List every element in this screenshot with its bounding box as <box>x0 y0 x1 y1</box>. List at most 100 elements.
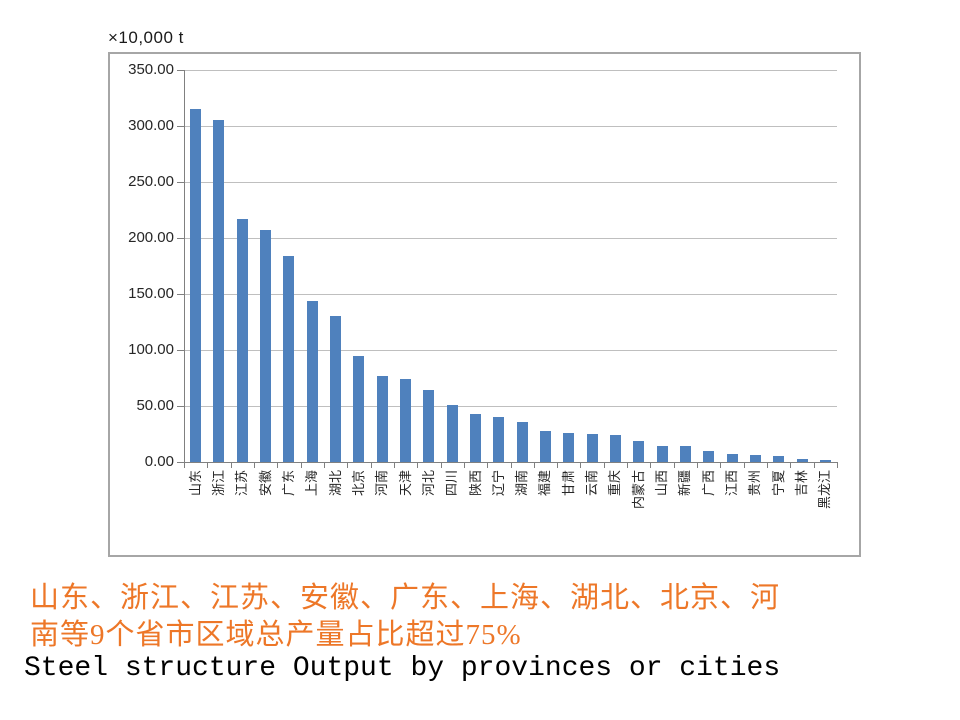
x-axis-tick <box>813 463 815 468</box>
y-tick-label: 100.00 <box>128 341 174 358</box>
x-category-label: 吉林 <box>794 470 810 497</box>
x-axis-tick <box>697 463 699 468</box>
x-category-label: 山东 <box>187 470 203 497</box>
x-category-label: 黑龙江 <box>817 470 833 510</box>
x-axis-tick <box>300 463 302 468</box>
x-category-label: 广东 <box>280 470 296 497</box>
y-tick-label: 200.00 <box>128 229 174 246</box>
y-tick-label: 350.00 <box>128 61 174 78</box>
y-tick-label: 50.00 <box>136 397 174 414</box>
bar <box>656 446 668 462</box>
x-category-label: 广西 <box>700 470 716 497</box>
bar <box>726 454 738 462</box>
x-category-label: 湖北 <box>327 470 343 497</box>
y-tick-label: 150.00 <box>128 285 174 302</box>
x-axis-tick <box>650 463 652 468</box>
x-axis-tick <box>627 463 629 468</box>
x-axis-tick <box>673 463 675 468</box>
x-axis-tick <box>230 463 232 468</box>
bar <box>679 446 691 462</box>
x-category-label: 辽宁 <box>490 470 506 497</box>
x-axis-tick <box>253 463 255 468</box>
y-axis-tick <box>177 294 184 295</box>
x-category-label: 江苏 <box>234 470 250 497</box>
bar <box>213 120 225 462</box>
x-category-label: 江西 <box>724 470 740 497</box>
x-axis-tick <box>207 463 209 468</box>
x-axis-tick <box>720 463 722 468</box>
x-category-label: 山西 <box>654 470 670 497</box>
caption-english-title: Steel structure Output by provinces or c… <box>24 653 781 684</box>
x-category-label: 福建 <box>537 470 553 497</box>
bar <box>749 455 761 462</box>
y-axis-tick <box>177 462 184 463</box>
y-axis-tick <box>177 70 184 71</box>
x-axis-tick <box>417 463 419 468</box>
bar <box>236 218 248 462</box>
bar <box>633 440 645 462</box>
y-axis-tick <box>177 182 184 183</box>
x-axis-line <box>184 462 838 463</box>
y-axis-tick <box>177 126 184 127</box>
bar <box>400 379 412 462</box>
bar <box>376 375 388 462</box>
x-axis-tick <box>603 463 605 468</box>
y-tick-label: 0.00 <box>144 453 174 470</box>
bar <box>819 459 831 462</box>
x-category-label: 北京 <box>350 470 366 497</box>
bar <box>796 458 808 462</box>
y-axis-unit-label: ×10,000 t <box>108 28 184 47</box>
x-category-label: 湖南 <box>514 470 530 497</box>
y-gridline <box>184 126 837 127</box>
x-axis-tick <box>743 463 745 468</box>
y-tick-label: 250.00 <box>128 173 174 190</box>
x-category-label: 新疆 <box>677 470 693 497</box>
x-category-label: 天津 <box>397 470 413 497</box>
y-gridline <box>184 294 837 295</box>
x-axis-tick <box>790 463 792 468</box>
y-tick-label: 300.00 <box>128 117 174 134</box>
x-axis-tick <box>347 463 349 468</box>
x-category-label: 安徽 <box>257 470 273 497</box>
x-category-label: 云南 <box>584 470 600 497</box>
bar <box>283 255 295 462</box>
x-axis-tick <box>277 463 279 468</box>
caption-chinese-line1: 山东、浙江、江苏、安徽、广东、上海、湖北、北京、河 <box>30 582 781 614</box>
y-axis-tick <box>177 406 184 407</box>
bar <box>423 390 435 462</box>
x-category-label: 内蒙古 <box>630 470 646 510</box>
x-axis-tick <box>510 463 512 468</box>
x-axis-tick <box>580 463 582 468</box>
x-axis-tick <box>440 463 442 468</box>
x-axis-tick <box>487 463 489 468</box>
bar <box>586 434 598 462</box>
y-gridline <box>184 406 837 407</box>
x-axis-tick <box>184 463 185 468</box>
y-axis-tick <box>177 350 184 351</box>
x-category-label: 贵州 <box>747 470 763 497</box>
x-category-label: 甘肃 <box>560 470 576 497</box>
x-category-label: 上海 <box>304 470 320 497</box>
bar <box>563 432 575 462</box>
chart-frame: 350.00 300.00 250.00 200.00 150.00 100.00 50.0… <box>108 52 861 557</box>
caption-chinese-line2: 南等9个省市区域总产量占比超过75% <box>30 619 522 651</box>
x-axis-tick <box>533 463 535 468</box>
x-category-label: 浙江 <box>210 470 226 497</box>
bar <box>353 355 365 462</box>
bar <box>773 456 785 462</box>
y-gridline <box>184 182 837 183</box>
x-category-label: 宁夏 <box>770 470 786 497</box>
y-gridline <box>184 350 837 351</box>
bar <box>516 421 528 462</box>
bar <box>609 435 621 462</box>
x-axis-tick <box>767 463 769 468</box>
bar <box>703 450 715 462</box>
bar <box>539 430 551 462</box>
x-axis-tick <box>393 463 395 468</box>
bar <box>190 109 202 462</box>
bar <box>306 300 318 462</box>
x-category-label: 四川 <box>444 470 460 497</box>
bar <box>470 413 482 462</box>
y-gridline <box>184 70 837 71</box>
x-category-label: 重庆 <box>607 470 623 497</box>
